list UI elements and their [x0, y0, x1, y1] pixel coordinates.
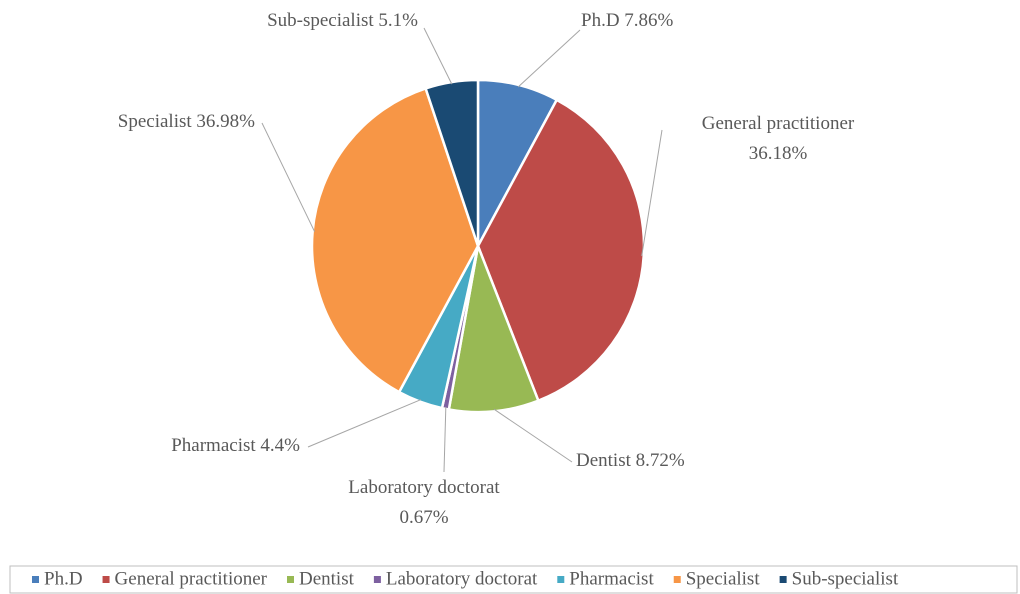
label-value: 7.86% — [624, 10, 673, 31]
leader-line — [493, 408, 573, 463]
data-label: General practitioner 36.18% — [702, 113, 855, 164]
legend-label: Laboratory doctorat — [386, 568, 538, 589]
label-category: Ph.D — [581, 10, 620, 31]
legend-swatch — [557, 576, 565, 583]
label-value: 36.98% — [196, 111, 255, 132]
legend-label: General practitioner — [115, 568, 268, 589]
label-category: Laboratory doctorat — [348, 477, 500, 498]
data-label: Sub-specialist 5.1% — [267, 10, 418, 31]
legend-swatch — [373, 576, 381, 583]
label-value: 0.67% — [399, 507, 448, 528]
legend-swatch — [673, 576, 681, 583]
label-value: 5.1% — [378, 10, 418, 31]
label-category: Specialist — [118, 111, 193, 132]
legend-label: Sub-specialist — [792, 568, 899, 589]
data-label: Specialist 36.98% — [118, 111, 255, 132]
leader-line — [261, 122, 316, 232]
leader-line — [307, 399, 421, 448]
legend-label: Ph.D — [44, 568, 83, 589]
leader-line — [423, 27, 453, 85]
legend-swatch — [102, 576, 110, 583]
legend-swatch — [779, 576, 787, 583]
pie-slice — [424, 78, 480, 247]
pie-slice — [476, 98, 646, 403]
label-value: 36.18% — [749, 143, 808, 164]
label-category: Pharmacist — [171, 435, 256, 456]
leader-line — [641, 129, 663, 257]
pie-slice — [310, 86, 480, 394]
label-value: 4.4% — [260, 435, 300, 456]
label-value: 8.72% — [636, 450, 685, 471]
leader-line — [443, 406, 447, 473]
label-category: Dentist — [576, 450, 632, 471]
label-category: Sub-specialist — [267, 10, 374, 31]
legend-swatch — [287, 576, 294, 583]
leader-line — [517, 29, 581, 88]
legend-label: Dentist — [299, 568, 355, 589]
data-label: Pharmacist 4.4% — [171, 435, 300, 456]
data-label: Dentist 8.72% — [576, 450, 685, 471]
label-category: General practitioner — [702, 113, 855, 134]
legend-label: Pharmacist — [569, 568, 654, 589]
legend-label: Specialist — [686, 568, 761, 589]
legend-swatch — [32, 576, 39, 583]
data-label: Laboratory doctorat 0.67% — [348, 477, 500, 528]
data-label: Ph.D 7.86% — [581, 10, 674, 31]
legend-box — [9, 565, 1018, 594]
